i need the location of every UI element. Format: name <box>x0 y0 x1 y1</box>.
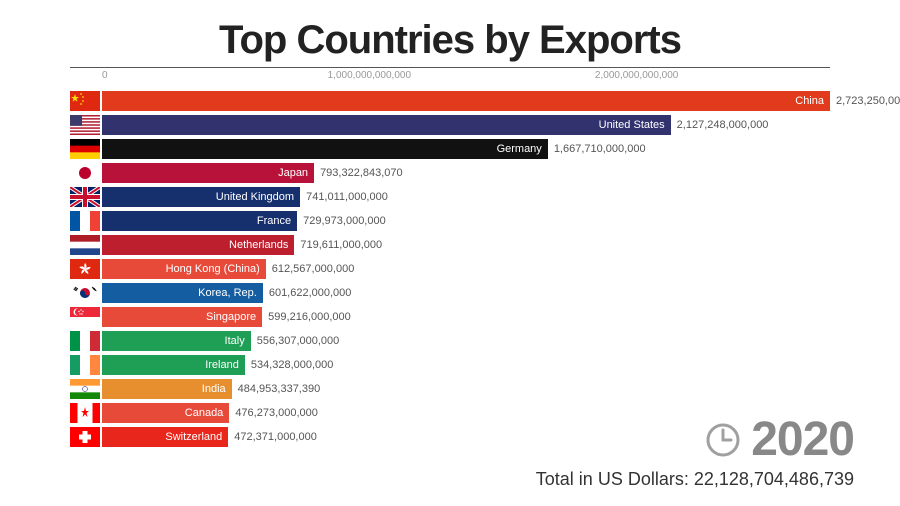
bar-label: Italy <box>225 335 245 347</box>
bar-label: India <box>202 383 226 395</box>
flag-icon <box>70 91 100 111</box>
bar-row: China2,723,250,000,000 <box>70 90 830 112</box>
bar-row: Hong Kong (China) 612,567,000,000 <box>70 258 830 280</box>
bar-row: United States 2,127,248,000,000 <box>70 114 830 136</box>
bar-label: United States <box>599 119 665 131</box>
bar-chart: China2,723,250,000,000 United States 2,127… <box>70 90 830 448</box>
bar-value: 601,622,000,000 <box>263 282 352 304</box>
flag-icon <box>70 331 100 351</box>
bar-value: 729,973,000,000 <box>297 210 386 232</box>
flag-icon <box>70 163 100 183</box>
bar-label: Ireland <box>205 359 239 371</box>
bar-row: Ireland 534,328,000,000 <box>70 354 830 376</box>
bar: Japan <box>102 163 314 183</box>
bar: Switzerland <box>102 427 228 447</box>
flag-icon <box>70 139 100 159</box>
bar-label: France <box>257 215 291 227</box>
flag-icon <box>70 355 100 375</box>
chart-title: Top Countries by Exports <box>0 18 900 63</box>
bar: Singapore <box>102 307 262 327</box>
flag-icon <box>70 235 100 255</box>
bar-label: China <box>795 95 824 107</box>
bar-row: India 484,953,337,390 <box>70 378 830 400</box>
bar-value: 599,216,000,000 <box>262 306 351 328</box>
bar-value: 476,273,000,000 <box>229 402 318 424</box>
bar-label: Germany <box>497 143 542 155</box>
bar-value: 719,611,000,000 <box>294 234 382 256</box>
total-label: Total in US Dollars: 22,128,704,486,739 <box>536 469 854 490</box>
axis-tick: 2,000,000,000,000 <box>595 70 678 81</box>
bar: Hong Kong (China) <box>102 259 266 279</box>
bar: United Kingdom <box>102 187 300 207</box>
bar-value: 2,723,250,000,000 <box>830 90 900 112</box>
axis-tick: 0 <box>102 70 108 81</box>
bar-label: United Kingdom <box>216 191 294 203</box>
bar-row: Japan 793,322,843,070 <box>70 162 830 184</box>
flag-icon <box>70 187 100 207</box>
bar: Korea, Rep. <box>102 283 263 303</box>
bar-label: Netherlands <box>229 239 288 251</box>
year-block: 2020 Total in US Dollars: 22,128,704,486… <box>536 412 854 490</box>
flag-icon <box>70 115 100 135</box>
bar: Ireland <box>102 355 245 375</box>
x-axis: 0 1,000,000,000,000 2,000,000,000,000 <box>70 70 830 86</box>
bar-value: 741,011,000,000 <box>300 186 388 208</box>
bar-value: 1,667,710,000,000 <box>548 138 646 160</box>
bar-value: 534,328,000,000 <box>245 354 334 376</box>
bar: Netherlands <box>102 235 294 255</box>
year-value: 2020 <box>751 412 854 467</box>
clock-icon <box>705 422 741 458</box>
bar: United States <box>102 115 671 135</box>
bar: France <box>102 211 297 231</box>
bar-label: Canada <box>185 407 224 419</box>
flag-icon <box>70 259 100 279</box>
bar-row: Korea, Rep. 601,622,000,000 <box>70 282 830 304</box>
bar-label: Singapore <box>206 311 256 323</box>
year-line: 2020 <box>536 412 854 467</box>
bar: China <box>102 91 830 111</box>
bar-value: 793,322,843,070 <box>314 162 403 184</box>
bar-label: Switzerland <box>165 431 222 443</box>
bar-label: Japan <box>278 167 308 179</box>
flag-icon <box>70 307 100 327</box>
flag-icon <box>70 211 100 231</box>
bar-value: 472,371,000,000 <box>228 426 317 448</box>
flag-icon <box>70 403 100 423</box>
bar-row: United Kingdom 741,011,000,000 <box>70 186 830 208</box>
bar-row: Singapore 599,216,000,000 <box>70 306 830 328</box>
bar-value: 612,567,000,000 <box>266 258 355 280</box>
bar-value: 556,307,000,000 <box>251 330 340 352</box>
bar-row: France 729,973,000,000 <box>70 210 830 232</box>
bar-label: Hong Kong (China) <box>166 263 260 275</box>
flag-icon <box>70 379 100 399</box>
bar-value: 484,953,337,390 <box>232 378 321 400</box>
bar-row: Germany 1,667,710,000,000 <box>70 138 830 160</box>
bar-row: Netherlands 719,611,000,000 <box>70 234 830 256</box>
bar: Canada <box>102 403 229 423</box>
axis-tick: 1,000,000,000,000 <box>328 70 411 81</box>
bar-value: 2,127,248,000,000 <box>671 114 769 136</box>
bar: Italy <box>102 331 251 351</box>
flag-icon <box>70 283 100 303</box>
flag-icon <box>70 427 100 447</box>
bar-label: Korea, Rep. <box>198 287 257 299</box>
bar-row: Italy 556,307,000,000 <box>70 330 830 352</box>
title-rule <box>70 67 830 68</box>
bar: Germany <box>102 139 548 159</box>
chart-frame: Top Countries by Exports 0 1,000,000,000,… <box>0 18 900 506</box>
bar: India <box>102 379 232 399</box>
